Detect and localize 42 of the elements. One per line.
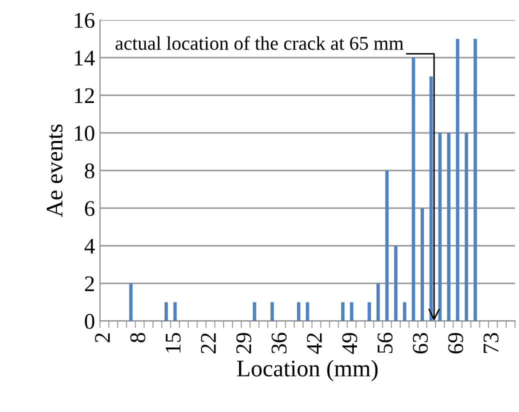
- x-tick-label: 69: [448, 333, 464, 354]
- bar: [164, 302, 168, 321]
- y-tick-label: 10: [74, 126, 94, 141]
- bar: [456, 38, 460, 321]
- x-axis-title: Location (mm): [237, 360, 378, 382]
- bar: [368, 302, 371, 321]
- bar: [420, 208, 424, 321]
- y-tick-label: 2: [85, 276, 94, 292]
- bar: [306, 302, 310, 321]
- bar: [376, 283, 380, 321]
- bar: [173, 302, 177, 321]
- x-tick-label: 29: [236, 333, 252, 354]
- x-tick-label: 63: [412, 332, 428, 354]
- bar: [402, 302, 406, 321]
- bar: [296, 302, 300, 321]
- x-tick-label: 22: [201, 333, 216, 354]
- y-axis-title: Ae events: [46, 124, 63, 218]
- x-tick-label: 56: [378, 332, 393, 354]
- bar: [429, 76, 433, 321]
- y-tick-label: 8: [84, 163, 94, 178]
- x-tick-label: 36: [272, 332, 287, 354]
- y-tick-label: 14: [74, 50, 95, 66]
- y-tick-label: 12: [74, 88, 94, 103]
- bar: [341, 302, 344, 321]
- y-tick-label: 6: [84, 201, 94, 216]
- x-tick-label: 8: [130, 332, 146, 342]
- bar: [129, 283, 133, 321]
- bar: [394, 246, 398, 321]
- bar: [350, 302, 354, 321]
- x-tick-label: 49: [342, 333, 358, 354]
- y-tick-label: 0: [84, 314, 94, 329]
- x-tick-label: 42: [306, 333, 322, 354]
- x-tick-label: 15: [166, 332, 181, 352]
- bar: [252, 302, 256, 321]
- x-tick-label: 73: [484, 332, 498, 353]
- bar: [447, 132, 450, 321]
- x-tick-label: 2: [95, 333, 110, 342]
- bar: [474, 38, 477, 321]
- annotation: actual location of the crack at 65 mm: [116, 36, 404, 50]
- y-tick-label: 4: [84, 238, 95, 254]
- bar: [270, 302, 274, 321]
- y-tick-label: 16: [74, 12, 94, 28]
